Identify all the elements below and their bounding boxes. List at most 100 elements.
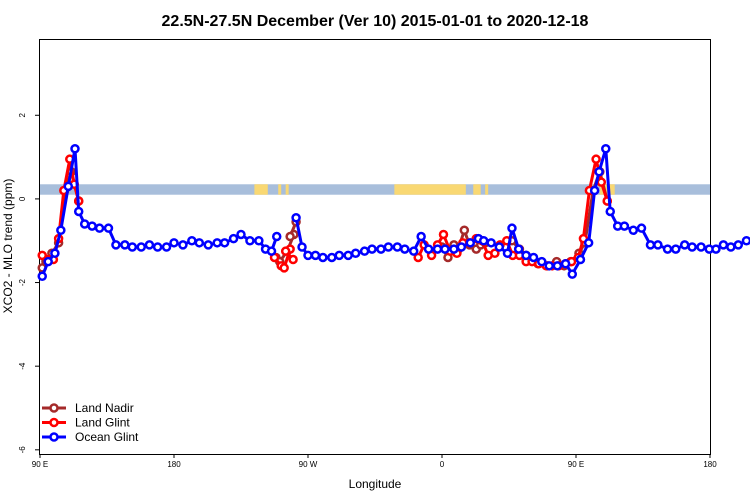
ocean-glint-point — [544, 261, 554, 271]
land-glint-point — [413, 252, 423, 263]
ocean-glint-point — [136, 242, 146, 252]
ocean-band — [40, 184, 710, 195]
ocean-glint-point — [228, 233, 239, 244]
land-band-segment — [394, 184, 466, 195]
ocean-glint-point — [687, 242, 697, 252]
ocean-glint-point — [432, 244, 443, 254]
land-band-segment — [485, 184, 489, 195]
land-nadir-legend-marker — [49, 403, 59, 413]
ocean-glint-point — [392, 242, 403, 252]
ocean-glint-point — [50, 248, 60, 259]
ocean-glint-point — [696, 242, 706, 252]
land-glint-point — [438, 229, 449, 240]
ocean-glint-point — [178, 240, 188, 250]
ocean-glint-point — [423, 244, 434, 254]
ocean-glint-point — [408, 246, 419, 256]
ocean-glint-point — [628, 225, 639, 236]
ocean-glint-point — [212, 238, 222, 248]
land-glint-point — [280, 246, 291, 256]
ocean-glint-point — [37, 271, 47, 282]
ocean-glint-point — [254, 235, 264, 246]
ocean-glint-point — [726, 242, 736, 252]
land-band-segment — [285, 184, 289, 195]
ocean-glint-point — [449, 244, 459, 254]
ocean-glint-point — [494, 242, 505, 252]
ocean-glint-point — [537, 256, 547, 267]
ocean-glint-point — [63, 181, 74, 192]
x-axis-title: Longitude — [349, 477, 402, 491]
ocean-glint-point — [94, 223, 105, 233]
ocean-glint-point — [601, 143, 611, 154]
ocean-glint-point — [236, 229, 246, 240]
ocean-glint-point — [478, 235, 489, 246]
ocean-glint-point — [383, 242, 394, 252]
ocean-glint-point — [169, 238, 179, 248]
ocean-glint-point — [645, 240, 656, 250]
ocean-glint-point — [303, 250, 313, 261]
y-axis: 2 0 -2 -4 -6 — [18, 112, 40, 453]
ocean-glint-point — [589, 185, 600, 196]
x-axis: 90 E 180 90 W 0 90 E 180 — [32, 454, 717, 469]
ocean-glint-point — [359, 246, 370, 256]
land-glint-point — [37, 250, 47, 261]
land-nadir-point — [285, 231, 295, 242]
land-glint-legend-marker — [49, 417, 59, 428]
ocean-glint-point — [465, 238, 476, 248]
ocean-glint-point — [318, 252, 328, 263]
ocean-glint-series — [37, 143, 750, 282]
ocean-glint-point — [560, 258, 571, 269]
land-glint-point — [596, 177, 607, 187]
ocean-glint-point — [486, 238, 496, 248]
ocean-glint-point — [367, 244, 377, 254]
ocean-glint-point — [271, 231, 282, 242]
ocean-glint-point — [111, 240, 121, 250]
land-glint-legend-label: Land Glint — [75, 416, 130, 430]
x-tick-label: 90 E — [568, 460, 584, 469]
y-axis-title: XCO2 - MLO trend (ppm) — [1, 179, 15, 314]
ocean-glint-point — [440, 244, 450, 254]
ocean-glint-point — [56, 225, 66, 236]
ocean-glint-legend-label: Ocean Glint — [75, 430, 139, 444]
series-layer — [37, 143, 750, 282]
land-nadir-legend-label: Land Nadir — [75, 401, 134, 415]
ocean-glint-point — [741, 235, 750, 246]
ocean-glint-point — [152, 242, 163, 252]
y-tick-label: -4 — [18, 362, 27, 370]
ocean-glint-point — [43, 256, 53, 267]
ocean-glint-point — [521, 250, 531, 261]
ocean-glint-point — [400, 244, 410, 254]
ocean-glint-point — [619, 221, 630, 231]
y-tick-label: 0 — [18, 196, 27, 201]
ocean-glint-point — [73, 206, 84, 217]
ocean-glint-legend-marker — [49, 432, 59, 442]
land-glint-point — [279, 263, 289, 273]
ocean-glint-point — [120, 240, 130, 250]
y-tick-label: -6 — [18, 446, 27, 454]
x-tick-label: 90 E — [32, 460, 48, 469]
land-glint-point — [591, 154, 601, 164]
ocean-glint-point — [679, 240, 690, 250]
ocean-glint-point — [343, 250, 353, 261]
ocean-glint-point — [594, 166, 604, 177]
chart-title: 22.5N-27.5N December (Ver 10) 2015-01-01… — [162, 13, 589, 30]
ocean-glint-point — [291, 212, 301, 223]
ocean-glint-point — [187, 235, 197, 246]
ocean-glint-point — [79, 219, 90, 229]
ocean-glint-point — [502, 248, 513, 259]
ocean-glint-point — [161, 242, 172, 252]
ocean-glint-point — [144, 240, 155, 250]
ocean-glint-point — [567, 269, 578, 279]
x-tick-label: 90 W — [299, 460, 318, 469]
x-tick-label: 180 — [167, 460, 181, 469]
ocean-glint-point — [507, 223, 517, 233]
ocean-glint-point — [327, 252, 337, 263]
land-band-segment — [254, 184, 268, 195]
ocean-glint-point — [513, 244, 524, 254]
ocean-glint-point — [671, 244, 681, 254]
land-nadir-point — [459, 225, 470, 236]
land-glint-point — [288, 254, 298, 265]
ocean-glint-point — [583, 238, 594, 248]
ocean-glint-point — [416, 231, 426, 242]
